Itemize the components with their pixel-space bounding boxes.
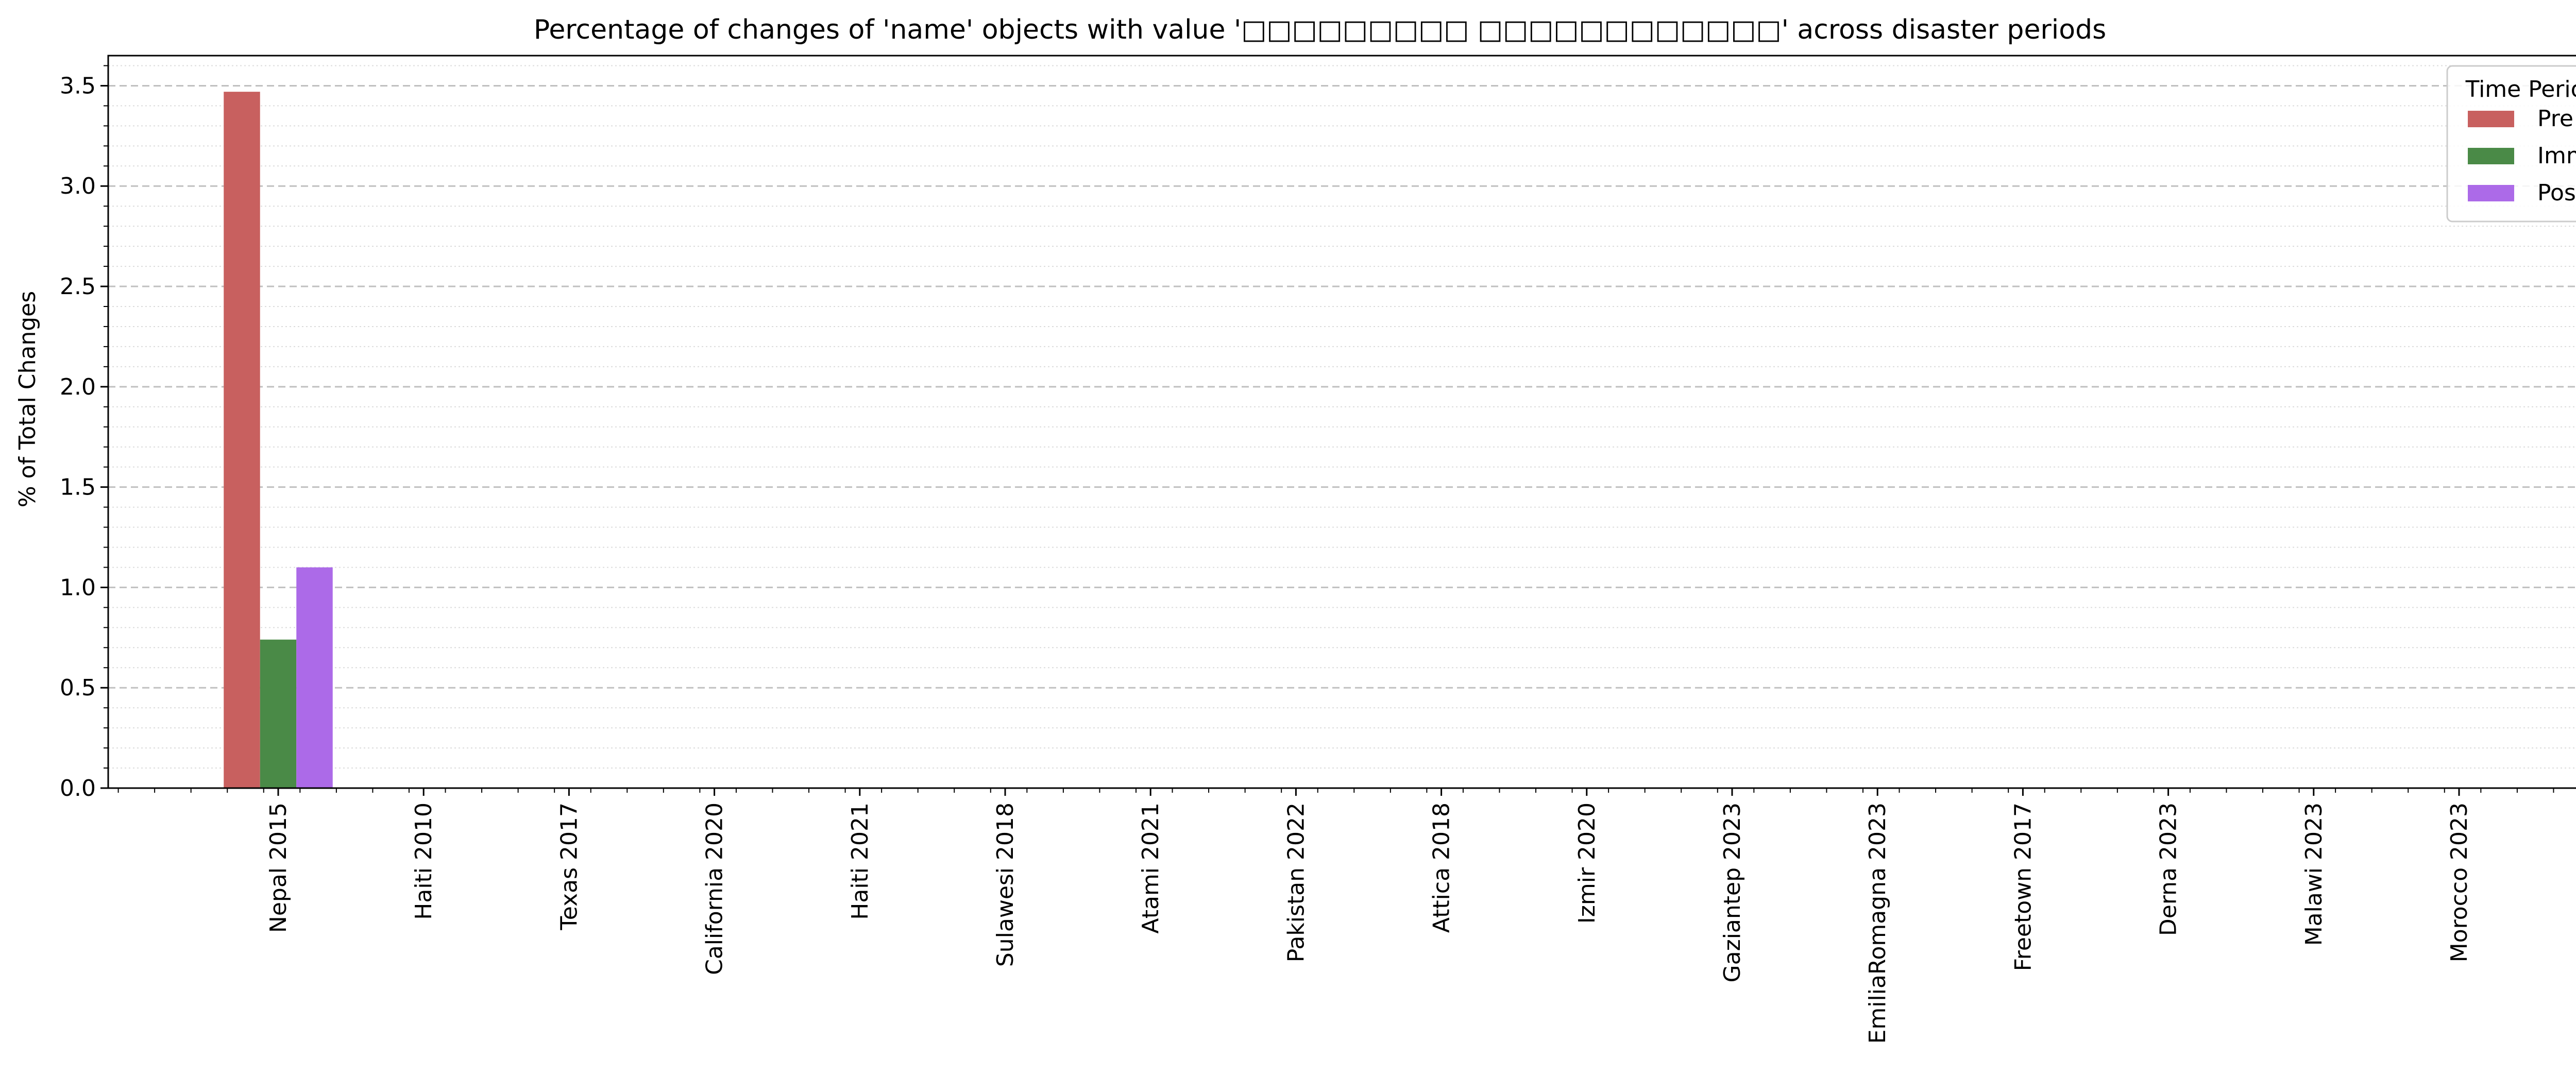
legend[interactable]: Time Period Pre Imm Post [2446,65,2576,223]
y-tick-label: 3.0 [60,173,96,199]
plot-frame [107,55,2576,789]
y-axis: 0.0 0.5 1.0 1.5 2.0 2.5 3.0 3.5 [60,65,108,801]
y-tick-label: 0.5 [60,675,96,701]
x-tick-label: Atami 2021 [1138,803,1164,934]
x-tick-label: Malawi 2023 [2301,803,2327,946]
legend-title: Time Period [2465,76,2576,103]
y-tick-label: 2.5 [60,274,96,300]
x-tick-label: Derna 2023 [2156,803,2182,936]
y-tick-label: 1.5 [60,474,96,501]
x-tick-label: Haiti 2021 [847,803,873,920]
x-tick-label: Pakistan 2022 [1283,803,1309,962]
x-tick-label: Izmir 2020 [1574,803,1600,924]
bars [224,92,333,789]
legend-frame [2446,65,2576,223]
x-tick-label: Haiti 2010 [411,803,437,920]
x-axis: Nepal 2015 Haiti 2010 Texas 2017 California… [117,788,2554,1044]
x-tick-label: EmiliaRomagna 2023 [1865,803,1891,1044]
chart-title: Percentage of changes of 'name' objects … [534,14,2106,45]
bar-post [296,567,333,788]
legend-swatch-pre [2468,111,2514,127]
x-tick-label: Freetown 2017 [2010,803,2036,971]
legend-label-post: Post [2537,180,2576,206]
x-tick-label: Texas 2017 [556,803,582,931]
legend-swatch-imm [2468,148,2514,164]
y-tick-label: 3.5 [60,73,96,99]
x-tick-label: Gaziantep 2023 [1719,803,1745,982]
x-tick-label: Morocco 2023 [2446,803,2472,962]
y-axis-label: % of Total Changes [14,291,41,507]
x-tick-label: Attica 2018 [1429,803,1455,933]
bar-imm [260,639,297,788]
y-tick-label: 0.0 [60,775,96,801]
x-tick-label: California 2020 [702,803,728,975]
x-tick-label: Nepal 2015 [265,803,292,933]
legend-swatch-post [2468,185,2514,201]
y-tick-label: 1.0 [60,574,96,601]
legend-label-pre: Pre [2537,106,2573,132]
legend-label-imm: Imm [2537,143,2576,169]
y-tick-label: 2.0 [60,374,96,400]
x-tick-label: Sulawesi 2018 [992,803,1019,967]
legend-items: Pre Imm Post [2468,106,2576,206]
bar-pre [224,92,260,789]
